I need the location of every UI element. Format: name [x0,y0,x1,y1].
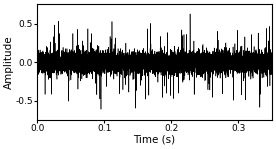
X-axis label: Time (s): Time (s) [134,135,176,145]
Y-axis label: Amplitude: Amplitude [4,35,14,89]
